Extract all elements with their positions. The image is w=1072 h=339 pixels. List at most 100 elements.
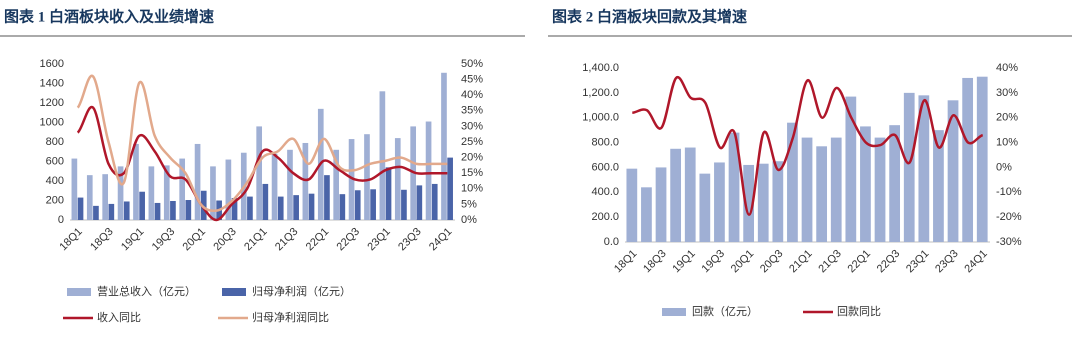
x-tick-label: 19Q3 [700, 248, 728, 276]
bar [302, 142, 309, 220]
line-series [632, 75, 984, 216]
x-tick-label: 18Q1 [612, 248, 640, 276]
bar [757, 163, 769, 242]
x-tick-label: 19Q1 [670, 248, 698, 276]
bar [154, 202, 161, 220]
x-tick-label: 20Q3 [758, 248, 786, 276]
bar [714, 162, 725, 242]
x-tick-label: 18Q3 [88, 226, 116, 254]
legend-label: 归母净利润（亿元） [252, 284, 351, 298]
y-tick-label: 35% [461, 105, 483, 117]
y-tick-label: -10% [996, 186, 1022, 198]
bar [918, 95, 930, 242]
bar [225, 159, 232, 220]
bar [271, 153, 278, 220]
bar [431, 183, 438, 220]
y-tick-label: 1,200.0 [582, 87, 619, 99]
y-tick-label: 0 [58, 214, 64, 226]
y-tick-label: -30% [996, 236, 1022, 248]
x-tick-label: 24Q1 [427, 226, 455, 254]
bar [830, 137, 842, 242]
y-tick-label: 0% [461, 214, 477, 226]
x-tick-label: 23Q1 [365, 226, 393, 254]
legend-label: 收入同比 [97, 310, 141, 324]
bar [394, 138, 401, 220]
x-tick-label: 20Q1 [181, 226, 209, 254]
bar [117, 166, 124, 220]
bar [200, 190, 207, 220]
x-tick-label: 23Q3 [396, 226, 424, 254]
bar [401, 189, 407, 220]
x-tick-label: 22Q3 [335, 226, 363, 254]
legend-label: 营业总收入（亿元） [97, 284, 196, 298]
x-tick-label: 22Q1 [304, 226, 332, 254]
bar [308, 193, 315, 220]
bar [293, 195, 299, 220]
bar [670, 148, 682, 242]
bar [123, 201, 130, 220]
legend-label: 回款（亿元） [692, 304, 758, 318]
y-tick-label: 600.0 [591, 161, 619, 173]
y-tick-label: -20% [996, 211, 1022, 223]
bar [256, 126, 263, 220]
bar [86, 175, 93, 220]
bar [179, 158, 186, 220]
bar [641, 187, 652, 242]
bar [364, 134, 370, 220]
y-tick-label: 200 [46, 194, 64, 206]
bar [339, 194, 346, 220]
bar [262, 183, 269, 220]
bar [385, 167, 392, 220]
x-tick-label: 19Q1 [119, 226, 147, 254]
bar [947, 100, 959, 242]
y-tick-label: 20% [996, 112, 1018, 124]
bar [441, 72, 447, 221]
x-tick-label: 19Q3 [150, 226, 178, 254]
bar [194, 143, 201, 220]
y-tick-label: 40% [461, 89, 483, 101]
chart-title: 图表 1 白酒板块收入及业绩增速 [4, 7, 214, 25]
x-tick-label: 21Q1 [242, 226, 270, 254]
bar [133, 143, 139, 220]
y-tick-label: 45% [461, 74, 483, 86]
bar [933, 130, 944, 242]
bar [354, 190, 361, 220]
bar [772, 161, 784, 242]
legend-swatch [222, 288, 246, 296]
y-tick-label: 0.0 [604, 236, 619, 248]
line-series [76, 74, 448, 213]
legend-swatch [67, 288, 91, 296]
bar [845, 96, 857, 242]
bar [77, 197, 84, 220]
x-tick-label: 23Q3 [933, 248, 961, 276]
bar [743, 164, 755, 242]
bar [874, 137, 886, 242]
x-tick-label: 21Q3 [273, 226, 301, 254]
bar [93, 205, 99, 220]
line-series [76, 105, 448, 222]
x-tick-label: 21Q1 [787, 248, 815, 276]
bar [370, 189, 376, 220]
bar [148, 166, 155, 220]
bar [425, 121, 432, 220]
bar [655, 167, 667, 242]
y-tick-label: 30% [996, 87, 1018, 99]
y-tick-label: 10% [461, 183, 483, 195]
bar [787, 122, 798, 242]
y-tick-label: 40% [996, 62, 1018, 74]
bar [416, 185, 423, 220]
bar [185, 200, 192, 220]
y-tick-label: 1600 [40, 58, 64, 70]
bar [348, 139, 355, 220]
y-tick-label: 1000 [40, 116, 64, 128]
chart-title: 图表 2 白酒板块回款及其增速 [552, 7, 747, 25]
bar [903, 92, 915, 242]
bar [962, 77, 974, 242]
bar [102, 174, 109, 220]
bar [976, 76, 988, 242]
bar [210, 166, 216, 220]
bar [163, 165, 170, 220]
bar [108, 203, 115, 220]
bar [231, 198, 238, 220]
